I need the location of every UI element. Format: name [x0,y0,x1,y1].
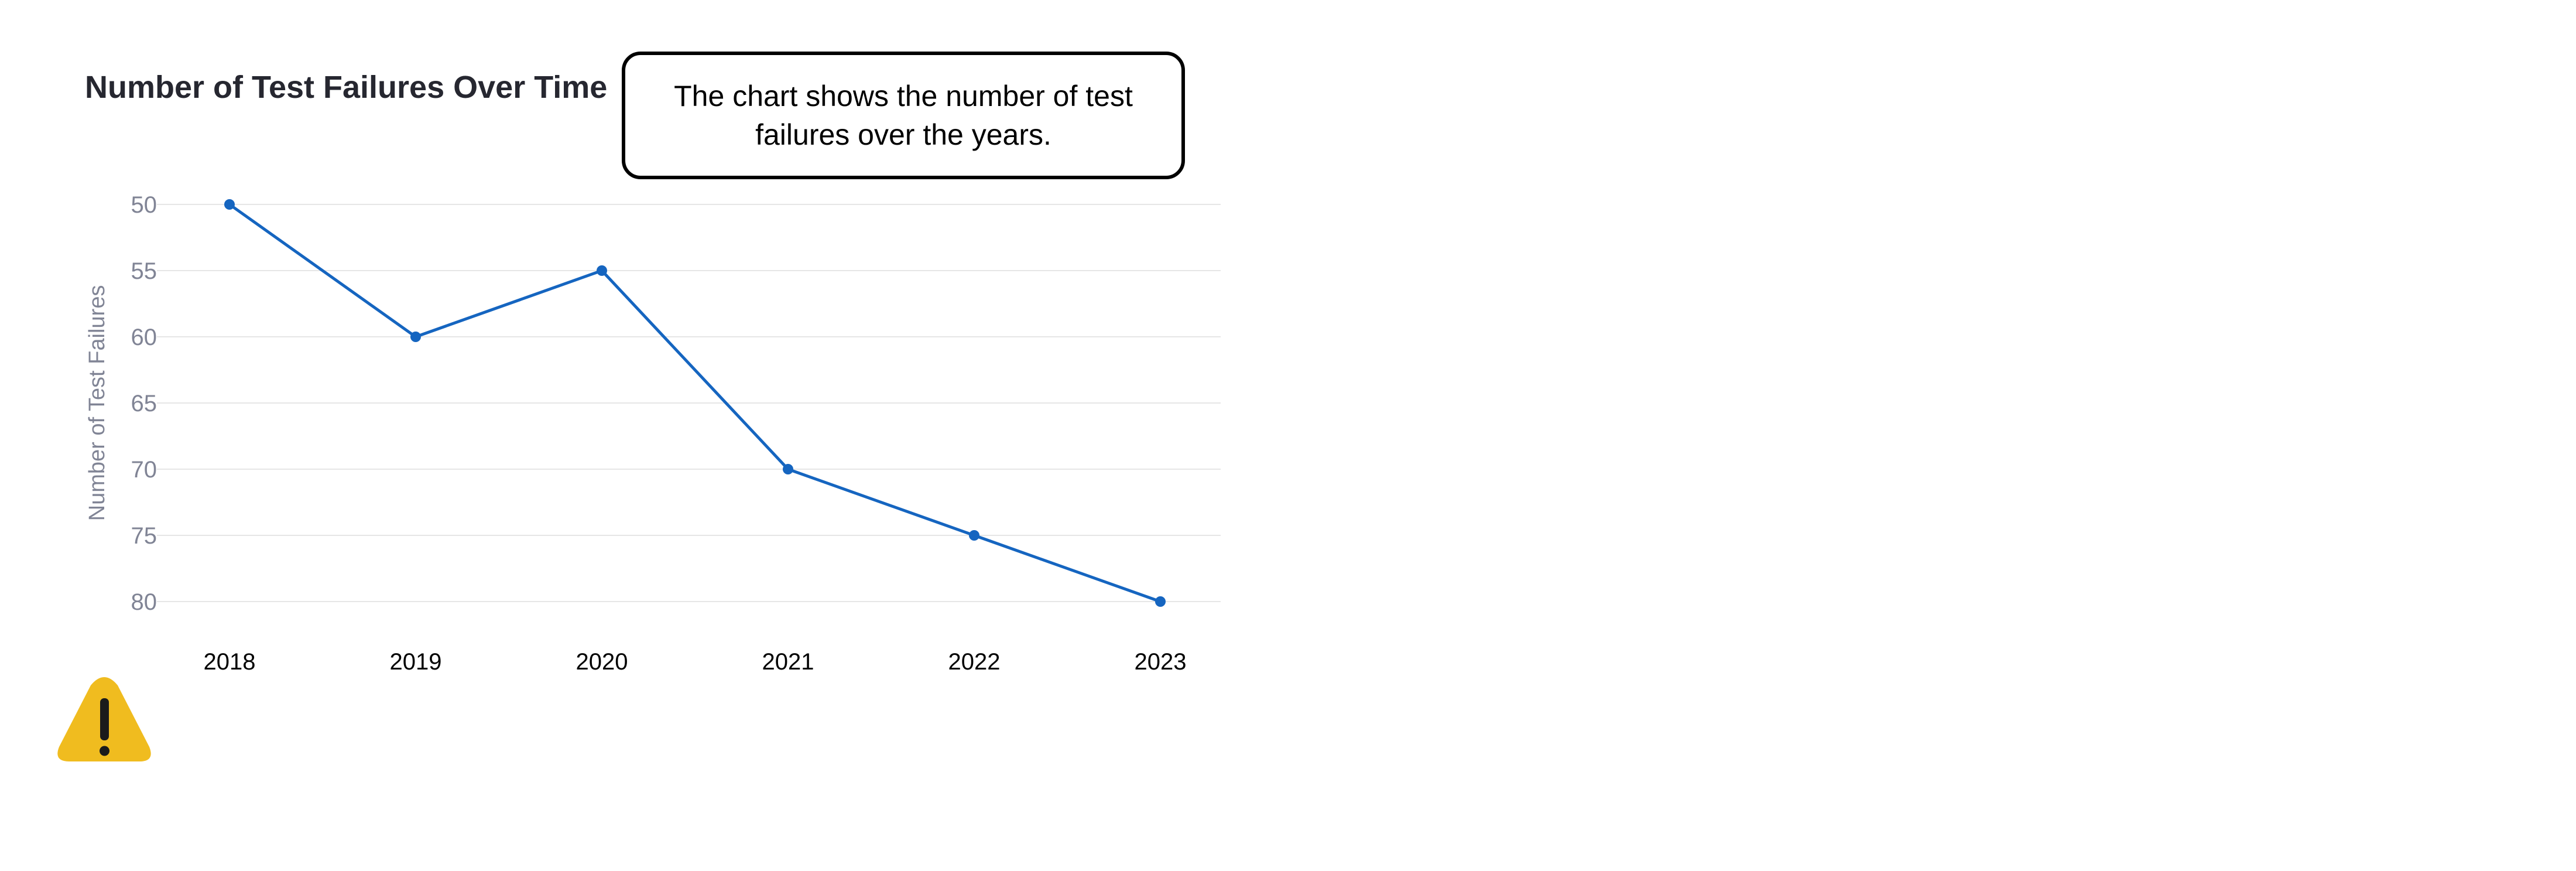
grid-lines [157,204,1221,602]
y-tick-label: 75 [131,523,157,549]
y-tick-label: 70 [131,457,157,483]
data-point [969,530,979,541]
x-tick-label: 2022 [948,649,1001,675]
y-tick-label: 65 [131,391,157,416]
warning-triangle-icon [57,677,151,761]
data-point [783,464,793,474]
series-line [228,203,1161,603]
y-tick-label: 80 [131,589,157,615]
x-tick-label: 2019 [390,649,442,675]
annotation-box: The chart shows the number of test failu… [622,52,1185,179]
y-tick-label: 55 [131,258,157,284]
x-axis-ticks: 2018 2019 2020 2021 2022 2023 [204,649,1187,675]
y-tick-label: 60 [131,325,157,350]
x-tick-label: 2018 [204,649,256,675]
annotation-text: The chart shows the number of test failu… [674,80,1133,151]
x-tick-label: 2023 [1135,649,1187,675]
chart-title: Number of Test Failures Over Time [85,70,608,105]
y-tick-label: 50 [131,192,157,218]
y-axis-ticks: 50 55 60 65 70 75 80 [131,192,157,615]
data-point [410,332,421,342]
data-point [224,199,235,210]
data-point [597,265,607,276]
data-point [1155,596,1166,607]
x-tick-label: 2021 [762,649,814,675]
x-tick-label: 2020 [576,649,628,675]
series-layer [224,199,1166,607]
y-axis-title: Number of Test Failures [85,285,109,521]
